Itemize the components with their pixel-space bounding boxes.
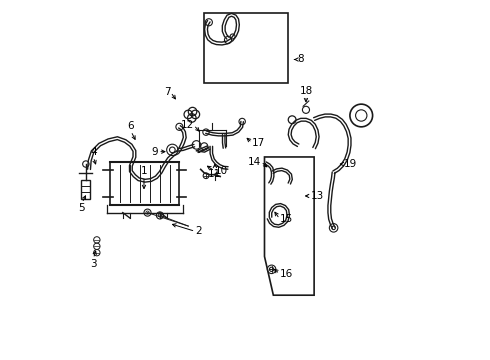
Text: 12: 12 bbox=[180, 120, 194, 130]
Text: 17: 17 bbox=[252, 138, 266, 148]
Text: 1: 1 bbox=[141, 166, 147, 176]
Text: 16: 16 bbox=[280, 269, 293, 279]
Text: 2: 2 bbox=[196, 226, 202, 237]
Bar bbox=[81, 180, 91, 199]
Text: 8: 8 bbox=[297, 54, 304, 64]
Bar bbox=[110, 162, 179, 205]
Text: 14: 14 bbox=[248, 157, 261, 167]
Bar bbox=[204, 13, 288, 82]
Text: 11: 11 bbox=[208, 169, 221, 179]
Text: 5: 5 bbox=[78, 203, 85, 213]
Text: 19: 19 bbox=[344, 159, 358, 169]
Text: 7: 7 bbox=[164, 87, 171, 97]
Text: 13: 13 bbox=[311, 191, 324, 201]
Text: 18: 18 bbox=[299, 86, 313, 96]
Text: 3: 3 bbox=[90, 259, 97, 269]
Text: 6: 6 bbox=[127, 121, 134, 131]
Text: 15: 15 bbox=[280, 214, 293, 224]
Text: 4: 4 bbox=[90, 147, 97, 157]
Text: 9: 9 bbox=[151, 147, 158, 157]
Text: 10: 10 bbox=[215, 166, 228, 176]
